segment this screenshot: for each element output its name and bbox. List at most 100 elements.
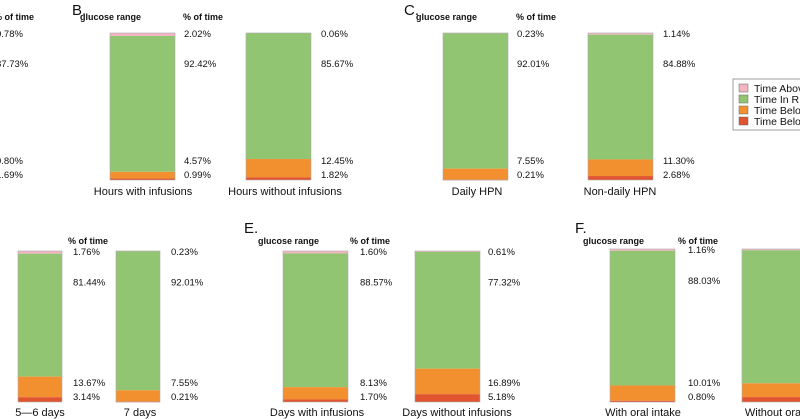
percent-time-header: % of time [678,236,718,246]
data-label: 0.23% [171,247,198,258]
segment-below-range [116,390,160,402]
segment-below-range [415,368,480,395]
segment-in-range [742,250,800,384]
category-label: Hours with infusions [94,186,193,198]
data-label: 5.18% [488,392,515,403]
bar-outline [282,250,349,403]
segment-in-range [283,253,348,388]
legend-swatch [738,116,749,126]
bar-outline [414,250,481,403]
data-label: 2.02% [184,29,211,40]
percent-time-header: % of time [68,236,108,246]
segment-in-range [588,34,653,160]
data-label: 7.55% [171,378,198,389]
data-label: 0.80% [688,392,715,403]
segment-in-range [443,33,508,169]
data-label: 1.70% [360,392,387,403]
glucose-range-header: glucose range [80,12,141,22]
category-label: Hours without infusions [228,186,342,198]
data-label: 3.14% [73,392,100,403]
data-label: 16.89% [488,378,521,389]
segment-in-range [110,35,175,172]
data-label: 92.01% [171,278,204,289]
data-label: 84.88% [663,59,696,70]
percent-time-header: % of time [0,12,34,22]
segment-below-range [246,159,311,178]
segment-in-range [246,33,311,160]
data-label: 88.57% [360,278,393,289]
category-label: Without oral i [745,407,800,419]
segment-very-low [610,400,675,402]
segment-above-range [110,33,175,36]
legend-label: Time Belo [754,116,800,128]
bar-outline [609,248,676,403]
glucose-range-header: glucose range [258,236,319,246]
data-label: 11.30% [663,156,695,167]
legend-swatch [738,94,749,104]
data-label: 85.67% [321,59,354,70]
segment-in-range [116,251,160,391]
category-label: 5—6 days [15,407,65,419]
bar-outline [17,250,63,403]
data-label: 77.32% [488,278,521,289]
segment-very-low [415,394,480,402]
segment-in-range [610,250,675,386]
legend-swatch [738,83,749,93]
data-label: 0.99% [184,170,211,181]
category-label: Daily HPN [452,186,503,198]
segment-very-low [18,397,62,402]
data-label: 0.78% [0,29,23,40]
segment-very-low [742,397,800,402]
data-label: 92.01% [517,59,550,70]
data-label: 1.76% [73,247,100,258]
bar-outline [587,32,654,181]
bar-outline [115,250,161,403]
bar-outline [741,248,800,403]
panel-letter: C. [404,2,419,19]
percent-time-header: % of time [350,236,390,246]
segment-above-range [283,251,348,254]
segment-in-range [18,253,62,377]
data-label: 1.60% [360,247,387,258]
category-label: Non-daily HPN [584,186,657,198]
segment-very-low [110,178,175,180]
category-label: Days with infusions [270,407,365,419]
data-label: 81.44% [73,278,106,289]
segment-above-range [415,251,480,252]
percent-time-header: % of time [516,12,556,22]
segment-above-range [742,249,800,251]
data-label: 1.14% [663,29,690,40]
segment-very-low [588,176,653,180]
bar-outline [442,32,509,181]
panel-letter: E. [244,220,258,237]
data-label: 0.61% [488,247,515,258]
data-label: 4.57% [184,156,211,167]
data-label: 92.42% [184,59,217,70]
legend-label: Time In R [754,94,800,106]
segment-very-low [283,399,348,402]
category-label: Days without infusions [402,407,512,419]
segment-below-range [443,168,508,180]
segment-above-range [588,33,653,35]
legend-label: Time Abov [754,83,800,95]
bar-outline [109,32,176,181]
segment-very-low [246,177,311,180]
glucose-range-header: glucose range [583,236,644,246]
data-label: 0.06% [321,29,348,40]
segment-below-range [18,376,62,398]
legend-swatch [738,105,749,115]
data-label: 87.73% [0,59,29,70]
data-label: 0.21% [171,392,198,403]
glucose-range-header: glucose range [416,12,477,22]
data-label: 1.16% [688,245,715,256]
percent-time-header: % of time [183,12,223,22]
panel-letter: B. [72,2,86,19]
data-label: 1.69% [0,170,23,181]
segment-above-range [18,251,62,254]
data-label: 8.13% [360,378,387,389]
panel-letter: F. [575,220,587,237]
data-label: 13.67% [73,378,106,389]
data-label: 2.68% [663,170,690,181]
